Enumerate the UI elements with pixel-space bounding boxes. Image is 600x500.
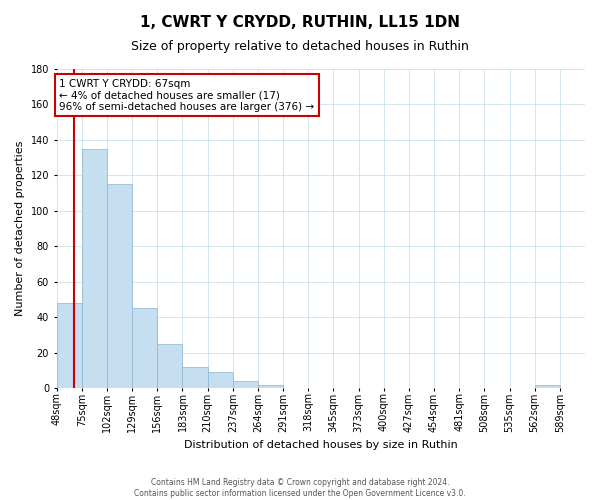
Text: Contains HM Land Registry data © Crown copyright and database right 2024.
Contai: Contains HM Land Registry data © Crown c… (134, 478, 466, 498)
Bar (107, 184, 132, 388)
Bar (258, 384, 283, 388)
Text: Size of property relative to detached houses in Ruthin: Size of property relative to detached ho… (131, 40, 469, 53)
Bar (82, 149, 107, 388)
Bar (157, 344, 182, 388)
Text: 1 CWRT Y CRYDD: 67sqm
← 4% of detached houses are smaller (17)
96% of semi-detac: 1 CWRT Y CRYDD: 67sqm ← 4% of detached h… (59, 78, 314, 112)
Y-axis label: Number of detached properties: Number of detached properties (15, 141, 25, 316)
Bar (56, 303, 82, 388)
Bar (233, 381, 258, 388)
Bar (208, 372, 233, 388)
Text: 1, CWRT Y CRYDD, RUTHIN, LL15 1DN: 1, CWRT Y CRYDD, RUTHIN, LL15 1DN (140, 15, 460, 30)
X-axis label: Distribution of detached houses by size in Ruthin: Distribution of detached houses by size … (184, 440, 458, 450)
Bar (182, 367, 208, 388)
Bar (535, 384, 560, 388)
Bar (132, 308, 157, 388)
